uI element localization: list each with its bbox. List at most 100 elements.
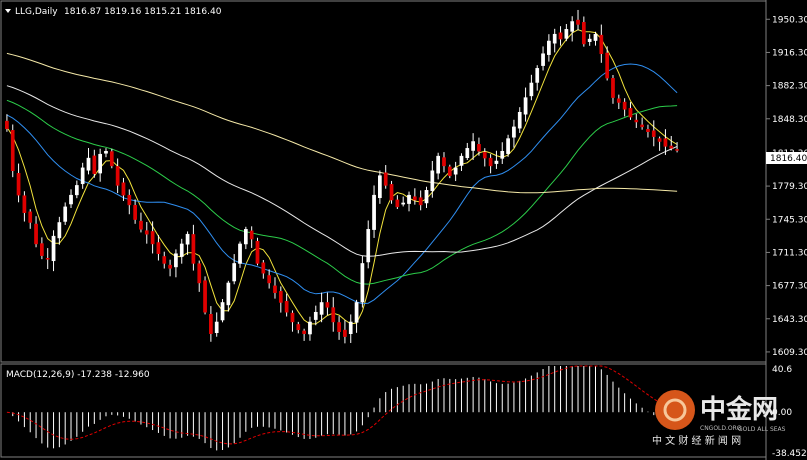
symbol-dropdown-icon[interactable] [5, 9, 11, 13]
watermark-sub: 中 文 财 经 新 闻 网 [652, 434, 741, 447]
candle [74, 185, 79, 196]
candle [523, 97, 528, 115]
candle [570, 21, 575, 32]
candle [104, 151, 108, 154]
candle [238, 243, 242, 264]
candle [401, 202, 406, 205]
candle [378, 175, 382, 199]
candle [273, 285, 277, 293]
candle [471, 141, 475, 151]
candle [150, 231, 155, 245]
candle [395, 199, 400, 208]
candle [209, 313, 213, 334]
candle [506, 138, 510, 154]
ma-line-60 [6, 85, 678, 257]
price-tick-label: 1643.30 [772, 315, 807, 325]
candle [40, 243, 44, 256]
price-tick-label: 1848.30 [772, 115, 807, 125]
watermark-logo-ring-icon [663, 398, 687, 422]
candle [308, 321, 312, 335]
candle [16, 172, 21, 196]
candle [284, 300, 289, 313]
candle [442, 157, 446, 167]
candle [634, 119, 639, 123]
watermark: 中金网 GOLD ALL SEAS CNGOLD.ORG 中 文 财 经 新 闻… [652, 390, 786, 447]
candle [628, 108, 633, 118]
price-axis: 1609.30 1643.30 1677.30 1711.30 1745.30 1779.… [766, 15, 807, 358]
candle [197, 263, 202, 284]
watermark-brand: 中金网 [700, 394, 778, 425]
candle [477, 144, 481, 152]
candle [611, 78, 615, 98]
candle [127, 194, 132, 206]
candle [622, 101, 627, 110]
candle [348, 321, 353, 334]
candle [331, 307, 336, 323]
candle [541, 53, 545, 66]
candle [115, 166, 120, 186]
candle [552, 33, 557, 44]
candle [144, 230, 149, 235]
candle [657, 138, 662, 142]
price-panel [0, 0, 767, 363]
candle [669, 145, 674, 149]
candle [98, 153, 103, 174]
candle [535, 68, 540, 83]
candle [418, 197, 423, 206]
candle [407, 194, 411, 204]
candle [412, 196, 417, 201]
candle [529, 82, 534, 97]
candle [57, 222, 62, 239]
candle [139, 220, 143, 230]
candle [640, 124, 644, 128]
candle [366, 229, 371, 263]
price-tick-label: 1882.30 [772, 82, 807, 92]
candle [278, 291, 283, 303]
candle [360, 263, 365, 303]
current-price-tag [766, 152, 807, 164]
candle [325, 302, 330, 308]
candle [249, 230, 254, 240]
price-tick-label: 1609.30 [772, 348, 807, 358]
candle [564, 29, 569, 39]
watermark-logo-icon [655, 390, 695, 430]
candle [482, 151, 487, 159]
price-tick-label: 1711.30 [772, 248, 807, 258]
price-tick-label: 1677.30 [772, 282, 807, 292]
candle [92, 155, 97, 174]
watermark-tag: GOLD ALL SEAS [738, 426, 786, 433]
candle [185, 233, 190, 245]
candle [517, 111, 522, 129]
macd-axis: 40.6 0.00 -38.452 [772, 365, 807, 459]
macd-label: MACD(12,26,9) -17.238 -12.960 [6, 370, 150, 380]
candle [453, 167, 458, 175]
candle [267, 275, 272, 284]
candle [599, 34, 604, 54]
candle [5, 120, 9, 130]
candle [121, 182, 126, 196]
candle [512, 126, 516, 138]
candle [214, 321, 219, 333]
ohlc-label: 1816.87 1819.16 1815.21 1816.40 [64, 7, 222, 17]
candle [646, 129, 650, 132]
candle [576, 19, 580, 25]
candles [5, 9, 679, 344]
candle [319, 302, 324, 315]
candle [45, 258, 50, 260]
candle [383, 172, 388, 186]
candle [28, 211, 33, 223]
candle [10, 130, 15, 172]
macd-histogram [6, 365, 678, 451]
candle [290, 312, 295, 323]
candle [587, 38, 592, 42]
candle [226, 282, 231, 306]
candle [547, 40, 551, 55]
candle [372, 194, 376, 230]
current-price-label: 1816.40 [770, 154, 807, 164]
candle [168, 264, 172, 269]
candle [389, 184, 394, 201]
candle [488, 157, 493, 167]
candle [581, 22, 586, 45]
candle [243, 229, 248, 245]
